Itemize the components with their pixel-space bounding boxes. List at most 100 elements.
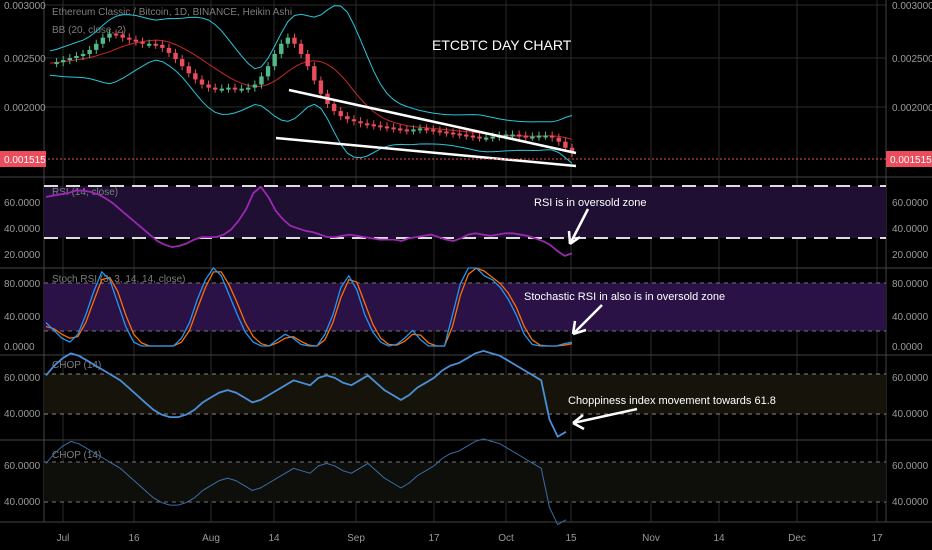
candle-body xyxy=(212,87,218,90)
candle-body xyxy=(186,66,191,74)
chop-arrow-icon xyxy=(572,407,638,431)
x-tick-label: Oct xyxy=(498,533,514,544)
candle-body xyxy=(404,129,410,132)
x-tick-label: 14 xyxy=(713,533,725,544)
chart-title: ETCBTC DAY CHART xyxy=(432,37,572,53)
candle-body xyxy=(133,39,139,42)
x-axis: Jul 16 Aug 14 Sep 17 Oct 15 Nov 14 Dec 17 xyxy=(57,533,883,544)
candle-body xyxy=(444,131,449,134)
chop2-tick-left-1: 40.0000 xyxy=(4,497,41,508)
candle-body xyxy=(516,134,522,137)
candle-body xyxy=(378,125,383,128)
chop2-tick-right-0: 60.0000 xyxy=(892,461,929,472)
candle-body xyxy=(120,34,125,38)
candle-body xyxy=(503,134,509,137)
chop2-tick-right-1: 40.0000 xyxy=(892,497,929,508)
candle-body xyxy=(318,80,324,94)
chop-tick-right-0: 60.0000 xyxy=(892,373,929,384)
stoch-band xyxy=(44,283,886,331)
candle-body xyxy=(510,134,515,137)
candle-body xyxy=(199,79,205,85)
candle-body xyxy=(239,88,244,91)
candle-body xyxy=(398,128,403,131)
stoch-d-line xyxy=(45,267,573,347)
bollinger-bands xyxy=(49,5,573,164)
rsi-tick-right-0: 60.0000 xyxy=(892,198,929,209)
candle-body xyxy=(259,76,264,85)
candle-body xyxy=(364,123,370,126)
candle-body xyxy=(107,33,112,38)
last-price-tag-left xyxy=(0,151,46,167)
rsi-tick-left-2: 20.0000 xyxy=(4,250,41,261)
stoch-legend: Stoch RSI (3, 3, 14, 14, close) xyxy=(52,274,185,285)
candle-body xyxy=(246,87,251,90)
candle-body xyxy=(113,33,119,36)
candle-body xyxy=(67,58,73,61)
candle-body xyxy=(74,56,79,59)
bb-lower xyxy=(49,59,573,164)
candle-body xyxy=(265,66,271,77)
bb-basis xyxy=(49,39,573,140)
rsi-tick-left-0: 60.0000 xyxy=(4,198,41,209)
candle-body xyxy=(166,47,172,53)
candle-body xyxy=(94,43,99,50)
chop-annotation: Choppiness index movement towards 61.8 xyxy=(568,395,776,407)
price-tick-right-1: 0.002500 xyxy=(892,54,932,65)
candles xyxy=(54,29,575,157)
stoch-tick-right-1: 40.0000 xyxy=(892,312,929,323)
candle-body xyxy=(543,135,548,138)
candle-body xyxy=(61,60,66,63)
candle-body xyxy=(160,44,165,48)
last-price-tag-right xyxy=(886,151,932,167)
candle-body xyxy=(54,62,59,65)
candle-body xyxy=(563,141,568,148)
stoch-panel: Stoch RSI (3, 3, 14, 14, close) 80.0000 … xyxy=(4,266,929,353)
candle-body xyxy=(298,43,304,54)
candle-body xyxy=(424,128,429,131)
candle-body xyxy=(305,53,310,67)
candle-body xyxy=(483,137,489,140)
candle-body xyxy=(331,103,337,112)
rsi-band xyxy=(44,186,886,238)
candle-body xyxy=(437,130,443,133)
stoch-tick-left-0: 80.0000 xyxy=(4,279,41,290)
chop-line xyxy=(45,349,567,438)
rsi-tick-left-1: 40.0000 xyxy=(4,224,41,235)
price-tick-right-0: 0.003000 xyxy=(892,1,932,12)
price-tick-left-0: 0.003000 xyxy=(4,1,46,12)
candle-body xyxy=(490,136,495,139)
candle-body xyxy=(371,124,376,127)
candle-body xyxy=(536,135,542,138)
stoch-tick-left-1: 40.0000 xyxy=(4,312,41,323)
price-tick-left-2: 0.002000 xyxy=(4,103,46,114)
chop2-legend: CHOP (14) xyxy=(52,450,101,461)
wedge-lines xyxy=(275,88,577,168)
candle-body xyxy=(351,119,357,122)
candle-body xyxy=(252,84,258,88)
candle-body xyxy=(140,41,145,44)
chop-panel: CHOP (14) 60.0000 40.0000 60.0000 40.000… xyxy=(4,349,929,438)
candle-body xyxy=(226,87,231,90)
stoch-k-line xyxy=(45,266,573,347)
candle-body xyxy=(232,87,238,90)
chop-band xyxy=(44,374,886,414)
candle-body xyxy=(417,128,423,131)
candle-body xyxy=(146,43,152,46)
candle-body xyxy=(391,127,396,130)
candle-body xyxy=(569,147,575,153)
lower-trendline xyxy=(275,136,577,168)
x-tick-label: Aug xyxy=(202,533,220,544)
candle-body xyxy=(272,53,277,67)
candle-body xyxy=(549,135,555,138)
candle-body xyxy=(87,49,92,54)
candle-body xyxy=(153,43,158,46)
candle-body xyxy=(312,66,317,81)
stoch-tick-right-2: 0.0000 xyxy=(892,342,923,353)
chop2-tick-left-0: 60.0000 xyxy=(4,461,41,472)
bb-upper xyxy=(49,5,573,123)
x-tick-label: 15 xyxy=(565,533,577,544)
chop-tick-left-1: 40.0000 xyxy=(4,409,41,420)
candle-body xyxy=(523,135,528,138)
rsi-tick-right-1: 40.0000 xyxy=(892,224,929,235)
